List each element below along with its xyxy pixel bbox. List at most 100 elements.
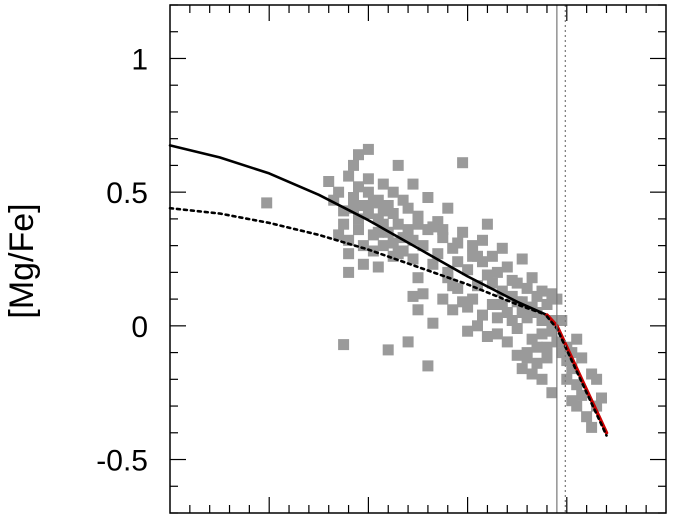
data-point-73 [486, 250, 498, 262]
data-point-141 [372, 226, 384, 238]
data-point-8 [343, 234, 355, 246]
data-point-3 [333, 186, 345, 198]
data-point-118 [501, 336, 513, 348]
data-point-61 [457, 157, 469, 169]
data-point-130 [402, 336, 414, 348]
data-point-89 [526, 272, 538, 284]
data-point-151 [392, 248, 404, 260]
data-point-94 [536, 328, 548, 340]
data-point-52 [432, 248, 444, 260]
data-point-157 [506, 315, 518, 326]
data-point-37 [402, 202, 414, 214]
data-point-152 [427, 221, 439, 233]
data-point-132 [407, 290, 419, 302]
data-point-45 [417, 240, 429, 252]
reference-lines [556, 5, 566, 513]
data-point-125 [541, 352, 553, 364]
data-point-54 [437, 232, 449, 244]
y-tick-labels: 1 0.5 0 -0.5 [96, 43, 148, 477]
data-point-148 [333, 229, 345, 241]
data-point-25 [377, 218, 389, 230]
data-point-6 [343, 170, 355, 182]
data-point-12 [353, 213, 364, 225]
data-point-1 [323, 176, 335, 187]
data-point-138 [367, 197, 379, 209]
data-point-50 [427, 317, 439, 329]
data-point-23 [372, 261, 384, 273]
data-point-15 [357, 240, 369, 252]
data-point-115 [596, 392, 607, 404]
data-point-83 [511, 277, 523, 289]
data-point-167 [571, 400, 583, 412]
data-point-162 [536, 315, 548, 326]
data-point-47 [422, 192, 434, 203]
model-line-1 [168, 206, 549, 317]
data-point-9 [348, 159, 359, 171]
data-point-110 [581, 411, 593, 423]
data-point-150 [377, 205, 389, 217]
y-axis-title: [Mg/Fe] [3, 203, 41, 318]
data-point-10 [348, 192, 359, 203]
data-point-35 [397, 232, 409, 244]
data-point-120 [516, 363, 528, 375]
data-point-142 [387, 237, 399, 249]
data-point-76 [491, 328, 503, 340]
data-point-139 [362, 143, 374, 155]
data-point-46 [417, 288, 429, 300]
data-point-84 [511, 323, 523, 334]
data-point-140 [353, 149, 364, 161]
data-point-32 [392, 218, 404, 230]
data-point-129 [338, 339, 350, 351]
data-point-149 [348, 202, 359, 214]
data-point-128 [382, 344, 394, 356]
data-point-68 [472, 280, 483, 292]
data-point-90 [526, 333, 538, 345]
data-point-153 [447, 280, 459, 292]
data-point-146 [467, 250, 479, 262]
data-point-43 [412, 272, 424, 284]
data-point-113 [591, 373, 603, 385]
data-point-104 [566, 363, 578, 375]
data-point-85 [516, 253, 528, 265]
data-point-29 [387, 186, 399, 198]
data-point-34 [397, 194, 409, 206]
y-tick-label-2: 0 [131, 311, 148, 344]
data-point-131 [422, 360, 434, 372]
data-point-102 [561, 355, 573, 367]
data-point-87 [521, 282, 533, 294]
data-point-144 [437, 224, 449, 236]
model-line-0 [168, 144, 549, 317]
data-point-134 [472, 320, 483, 332]
data-point-136 [343, 266, 355, 278]
data-point-147 [477, 256, 488, 268]
data-point-58 [447, 304, 459, 316]
data-point-103 [561, 373, 573, 385]
data-point-93 [536, 285, 548, 297]
data-point-13 [353, 224, 364, 236]
data-point-42 [412, 210, 424, 222]
data-point-40 [407, 253, 419, 265]
data-point-109 [576, 389, 588, 401]
data-point-17 [362, 186, 374, 198]
data-point-65 [467, 240, 479, 252]
plot-frame [169, 4, 667, 514]
data-point-166 [566, 347, 578, 359]
scatter-points [261, 143, 607, 433]
data-point-154 [457, 296, 469, 308]
data-point-119 [511, 349, 523, 361]
y-tick-label-0: 1 [131, 43, 148, 76]
data-point-66 [467, 293, 479, 305]
data-point-127 [521, 352, 533, 364]
data-point-80 [501, 307, 513, 318]
data-point-26 [377, 240, 389, 252]
data-point-96 [541, 341, 553, 353]
data-point-161 [531, 341, 543, 353]
data-point-143 [412, 218, 424, 230]
data-point-122 [526, 368, 538, 380]
data-point-106 [571, 333, 583, 345]
data-point-64 [462, 325, 474, 337]
data-point-156 [496, 299, 508, 310]
data-point-155 [486, 277, 498, 289]
data-point-11 [353, 181, 364, 193]
data-point-38 [402, 224, 414, 236]
